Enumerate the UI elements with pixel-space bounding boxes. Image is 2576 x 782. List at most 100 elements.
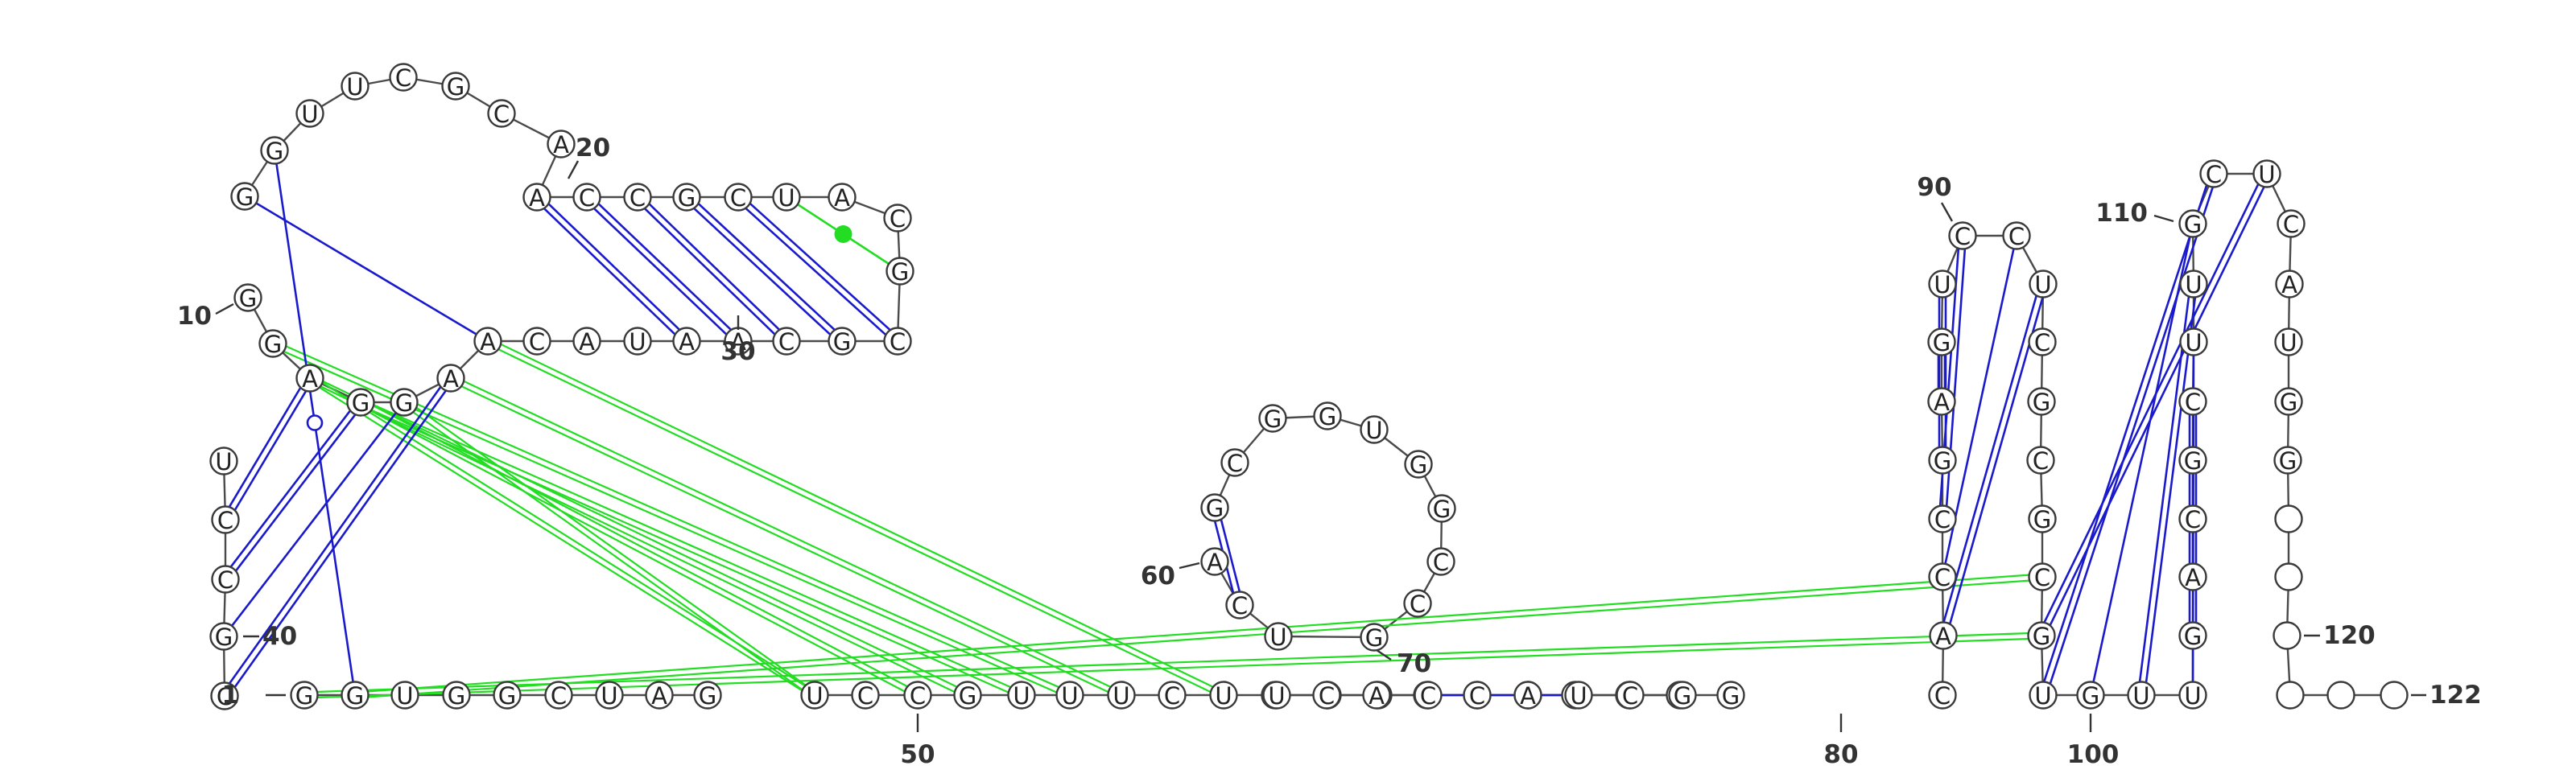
nucleotide-29: C — [724, 183, 753, 212]
nucleotide-43: G — [209, 622, 238, 651]
nucleotide-letter: A — [443, 365, 459, 393]
nucleotide-circle — [1513, 681, 1542, 710]
nucleotide-circle — [672, 327, 701, 356]
nucleotide-letter: G — [699, 682, 716, 710]
tertiary-interaction-line — [405, 399, 817, 694]
nucleotide-circle — [2274, 504, 2303, 533]
nucleotide-letter: G — [1206, 495, 1224, 522]
base-pair-line — [231, 412, 397, 627]
nucleotide-circle — [2076, 681, 2105, 710]
nucleotide-letter: C — [551, 682, 567, 710]
nucleotide-circle — [1463, 681, 1492, 710]
nucleotide-12: A — [295, 364, 324, 393]
nucleotide-circle — [2178, 209, 2207, 238]
nucleotide-letter: U — [1013, 682, 1030, 710]
nucleotide-letter: G — [2033, 623, 2050, 650]
nucleotide-79: C — [1312, 681, 1341, 710]
nucleotide-27: A — [828, 183, 857, 212]
nucleotide-circle — [2273, 621, 2301, 650]
nucleotide-1: G — [290, 681, 319, 710]
nucleotide-9: G — [693, 681, 722, 710]
nucleotide-72: G — [1404, 450, 1433, 479]
nucleotide-letter: A — [679, 328, 695, 356]
nucleotide-letter: U — [629, 328, 646, 356]
nucleotide-letter: A — [834, 184, 850, 212]
nucleotide-letter: C — [2034, 564, 2050, 591]
nucleotide-127 — [2276, 681, 2305, 710]
nucleotide-letter: C — [1232, 592, 1248, 619]
nucleotide-letter: G — [1933, 329, 1951, 356]
nucleotide-circle — [724, 183, 753, 212]
nucleotide-40: G — [260, 136, 289, 165]
watson-crick-pair-line — [745, 208, 886, 335]
nucleotide-circle — [544, 681, 573, 710]
base-pair-line — [1944, 248, 2015, 565]
watson-crick-pair-line — [235, 414, 357, 572]
nucleotide-97: C — [2002, 221, 2031, 250]
nucleotide-111: C — [2178, 504, 2207, 533]
nucleotide-circle — [1362, 681, 1391, 710]
watson-crick-pair-line — [693, 208, 832, 335]
nucleotide-letter: G — [1264, 405, 1282, 433]
nucleotide-circle — [1262, 681, 1291, 710]
nucleotide-letter: G — [352, 389, 369, 417]
nucleotide-118: U — [2252, 159, 2281, 188]
nucleotide-circle — [230, 182, 259, 211]
nucleotide-circle — [903, 681, 932, 710]
position-label-110: 110 — [2095, 199, 2174, 228]
nucleotide-letter: U — [2184, 682, 2201, 710]
nucleotide-77: G — [1200, 493, 1229, 522]
nucleotide-letter: U — [1268, 682, 1285, 710]
nucleotide-circle — [346, 388, 375, 417]
nucleotide-32: C — [572, 183, 601, 212]
nucleotide-circle — [1929, 621, 1958, 650]
nucleotide-8: A — [645, 681, 674, 710]
position-label-60: 60 — [1141, 562, 1200, 591]
nucleotide-circle — [1220, 448, 1249, 477]
tertiary-interaction-line — [308, 380, 967, 699]
nucleotide-letter: A — [1934, 389, 1950, 416]
nucleotide-50: G — [953, 681, 982, 710]
nucleotide-letter: A — [2185, 564, 2201, 591]
nucleotide-letter: C — [1934, 506, 1951, 533]
nucleotide-letter: G — [236, 183, 254, 211]
nucleotide-74: G — [1313, 401, 1342, 430]
nucleotide-letter: C — [630, 184, 646, 212]
nucleotide-letter: C — [217, 566, 233, 594]
nucleotide-21: A — [724, 327, 753, 356]
nucleotide-letter: U — [1365, 417, 1382, 444]
nucleotide-circle — [211, 505, 240, 534]
nucleotide-circle — [2276, 681, 2305, 710]
nucleotide-125 — [2274, 562, 2303, 591]
nucleotide-letter: C — [730, 184, 746, 212]
nucleotide-circle — [828, 183, 857, 212]
position-tick — [1179, 562, 1200, 570]
nucleotide-107: U — [2127, 681, 2156, 710]
watson-crick-pair-line — [229, 410, 351, 568]
nucleotide-circle — [595, 681, 624, 710]
nucleotide-circle — [1158, 681, 1187, 710]
nucleotide-98: U — [2029, 270, 2058, 298]
nucleotide-circle — [883, 204, 912, 233]
nucleotide-65: A — [1200, 547, 1229, 576]
nucleotide-35: C — [487, 99, 516, 128]
nucleotide-letter: U — [2132, 682, 2149, 710]
nucleotide-76: C — [1220, 448, 1249, 477]
nucleotide-circle — [1225, 591, 1254, 619]
tertiary-interaction-line — [361, 398, 920, 694]
nucleotide-103: C — [2028, 562, 2057, 591]
nucleotide-90: C — [1928, 562, 1957, 591]
nucleotide-121: U — [2274, 327, 2303, 356]
position-label-1: 1 — [221, 681, 286, 710]
nucleotide-96: C — [1948, 221, 1977, 250]
nucleotide-letter: A — [730, 328, 746, 356]
watson-crick-pair-line — [1942, 295, 2037, 623]
nucleotide-54: C — [1158, 681, 1187, 710]
position-number: 20 — [576, 134, 610, 163]
watson-crick-pair-line — [233, 390, 447, 688]
nucleotide-circle — [2178, 504, 2207, 533]
position-number: 30 — [720, 337, 755, 366]
nucleotide-71: G — [1427, 494, 1456, 523]
nucleotide-85: C — [1616, 681, 1645, 710]
position-number: 80 — [1823, 740, 1858, 769]
